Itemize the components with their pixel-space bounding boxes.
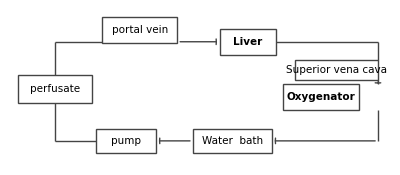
FancyBboxPatch shape (295, 60, 378, 80)
Text: Water  bath: Water bath (202, 136, 263, 146)
Text: pump: pump (111, 136, 141, 146)
Text: Superior vena cava: Superior vena cava (286, 65, 387, 75)
Text: portal vein: portal vein (112, 25, 168, 35)
Text: Liver: Liver (233, 37, 262, 47)
FancyBboxPatch shape (96, 129, 156, 153)
Text: perfusate: perfusate (30, 84, 80, 94)
FancyBboxPatch shape (193, 129, 272, 153)
Text: Oxygenator: Oxygenator (287, 92, 356, 102)
FancyBboxPatch shape (284, 84, 359, 110)
FancyBboxPatch shape (102, 17, 177, 43)
FancyBboxPatch shape (18, 75, 92, 103)
FancyBboxPatch shape (220, 29, 276, 55)
